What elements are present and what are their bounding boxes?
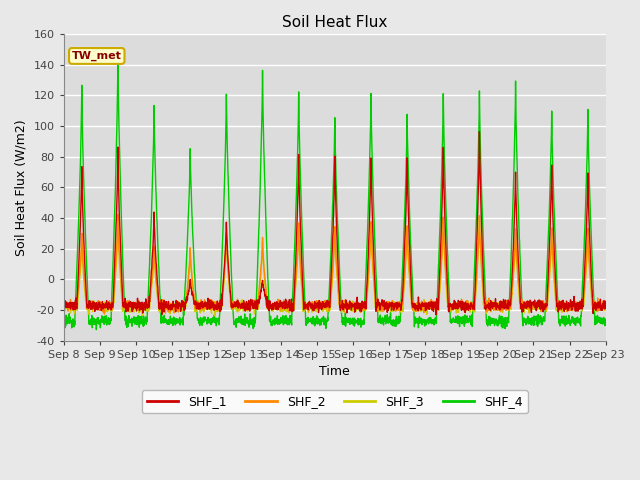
Line: SHF_4: SHF_4 (64, 58, 605, 330)
SHF_2 (60, 300, 68, 305)
SHF_3 (476, 215, 483, 220)
SHF_2 (570, 305, 577, 311)
SHF_4 (493, 317, 500, 323)
SHF_1 (362, 306, 370, 312)
SHF_3 (570, 304, 577, 310)
SHF_4 (114, 55, 122, 61)
SHF_1 (432, 312, 440, 318)
Title: Soil Heat Flux: Soil Heat Flux (282, 15, 387, 30)
SHF_4 (570, 320, 577, 326)
SHF_1 (554, 309, 562, 315)
SHF_1 (350, 301, 358, 307)
SHF_4 (554, 305, 562, 311)
SHF_3 (211, 307, 219, 313)
SHF_1 (602, 305, 609, 311)
SHF_3 (362, 300, 370, 305)
Line: SHF_1: SHF_1 (64, 132, 605, 315)
SHF_4 (602, 317, 609, 323)
SHF_3 (60, 303, 68, 309)
SHF_1 (60, 305, 68, 311)
SHF_2 (114, 212, 122, 217)
SHF_4 (211, 320, 219, 326)
SHF_2 (211, 299, 219, 305)
SHF_3 (493, 305, 500, 311)
SHF_2 (351, 306, 358, 312)
SHF_2 (554, 298, 562, 304)
SHF_2 (363, 294, 371, 300)
SHF_1 (211, 304, 219, 310)
SHF_4 (351, 321, 358, 327)
SHF_2 (100, 311, 108, 317)
SHF_4 (93, 327, 100, 333)
SHF_1 (493, 303, 500, 309)
Legend: SHF_1, SHF_2, SHF_3, SHF_4: SHF_1, SHF_2, SHF_3, SHF_4 (142, 390, 527, 413)
Y-axis label: Soil Heat Flux (W/m2): Soil Heat Flux (W/m2) (15, 119, 28, 256)
Line: SHF_2: SHF_2 (64, 215, 605, 314)
SHF_2 (493, 304, 500, 310)
Text: TW_met: TW_met (72, 51, 122, 61)
SHF_4 (363, 258, 371, 264)
Line: SHF_3: SHF_3 (64, 217, 605, 316)
SHF_1 (476, 129, 483, 134)
SHF_4 (60, 317, 68, 323)
X-axis label: Time: Time (319, 365, 350, 378)
SHF_2 (602, 306, 609, 312)
SHF_3 (554, 302, 562, 308)
SHF_1 (570, 303, 577, 309)
SHF_3 (351, 307, 358, 313)
SHF_3 (602, 304, 609, 310)
SHF_3 (211, 313, 219, 319)
